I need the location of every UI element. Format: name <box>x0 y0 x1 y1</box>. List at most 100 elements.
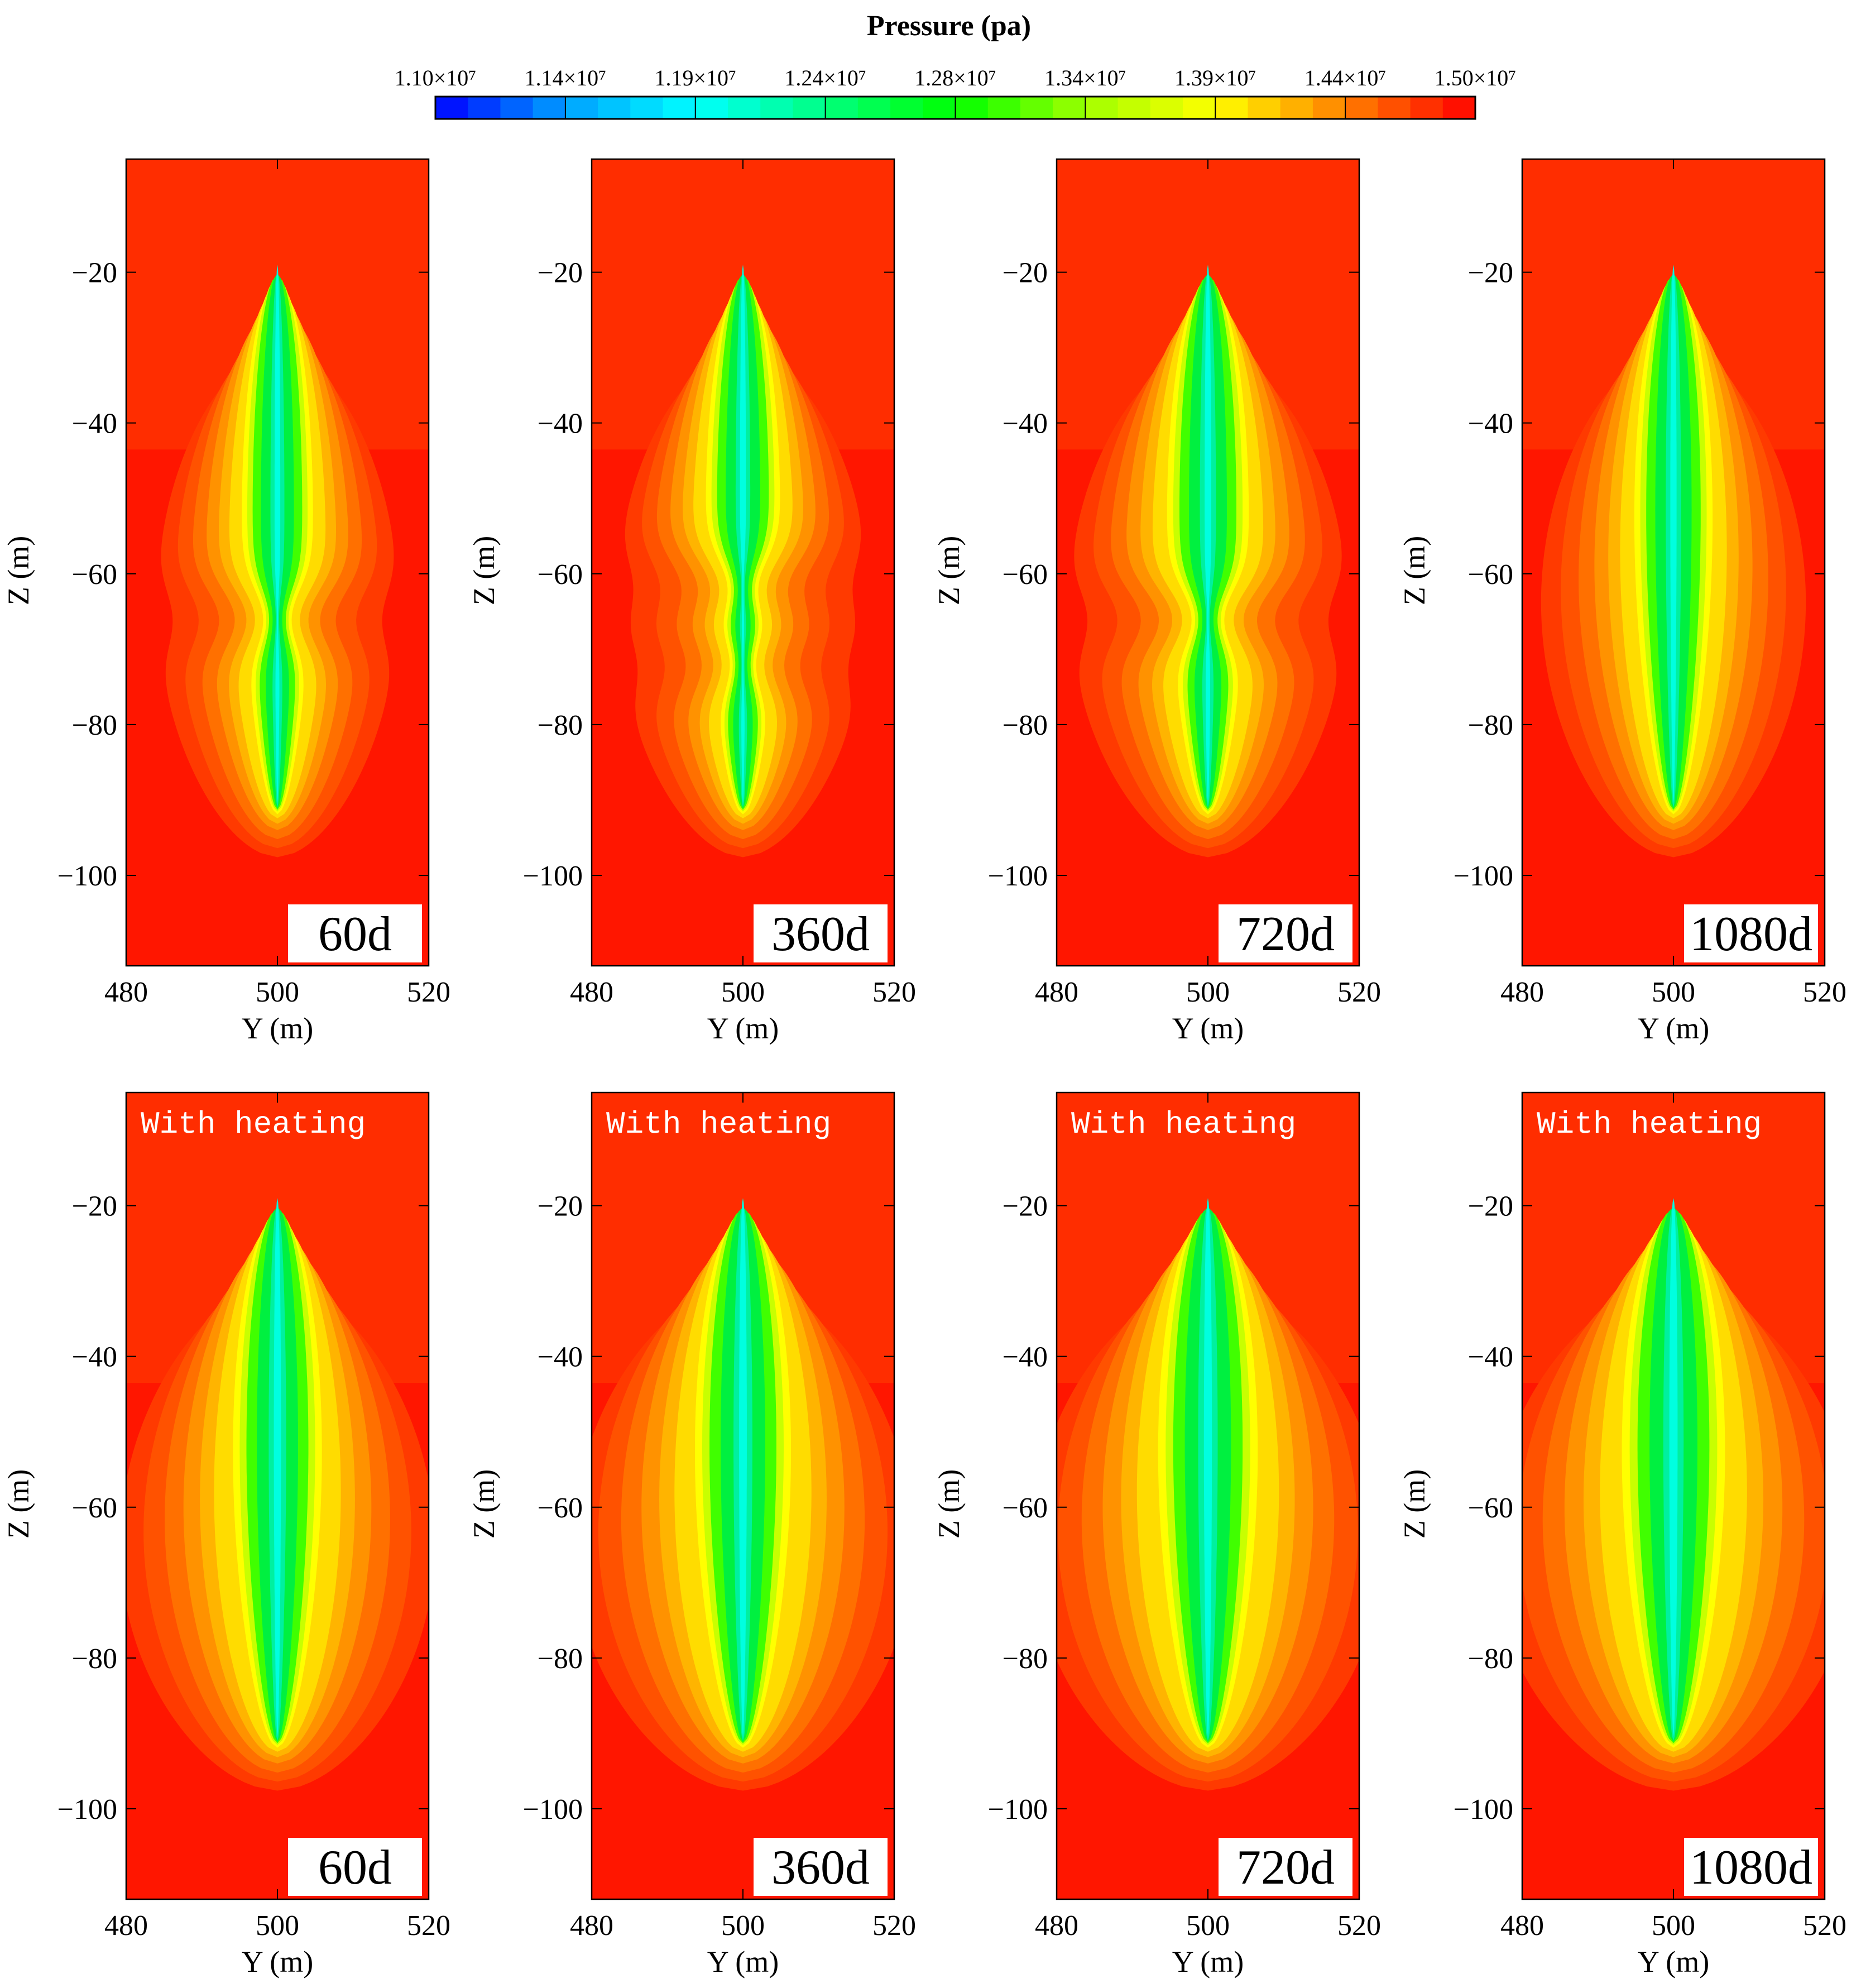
colorbar-block <box>1183 97 1216 119</box>
colorbar-block <box>890 97 923 119</box>
colorbar-tick-label: 1.24×10⁷ <box>784 65 866 90</box>
x-tick-label: 480 <box>570 976 613 1008</box>
y-tick-label: −100 <box>57 860 117 892</box>
x-tick-label: 500 <box>1652 1910 1695 1942</box>
x-tick-label: 520 <box>1803 976 1846 1008</box>
heating-label: With heating <box>606 1106 831 1142</box>
y-tick-label: −80 <box>538 1643 583 1675</box>
pressure-contour-band <box>1670 265 1677 803</box>
x-axis-title: Y (m) <box>1172 1012 1244 1045</box>
colorbar-block <box>1312 97 1346 119</box>
time-label: 360d <box>771 907 870 961</box>
colorbar-block <box>1215 97 1249 119</box>
colorbar-block <box>1248 97 1281 119</box>
pressure-contour-band <box>1669 1198 1678 1737</box>
x-tick-label: 500 <box>721 976 765 1008</box>
colorbar-block <box>1378 97 1411 119</box>
x-tick-label: 500 <box>1186 1910 1230 1942</box>
x-tick-label: 500 <box>721 1910 765 1942</box>
time-label: 60d <box>318 1841 392 1895</box>
x-tick-label: 520 <box>407 1910 450 1942</box>
y-tick-label: −40 <box>1003 408 1048 440</box>
colorbar-tick-label: 1.39×10⁷ <box>1174 65 1256 90</box>
y-tick-label: −60 <box>1003 1492 1048 1524</box>
y-tick-label: −100 <box>523 860 583 892</box>
y-tick-label: −80 <box>538 710 583 741</box>
colorbar-block <box>533 97 566 119</box>
colorbar-block <box>468 97 501 119</box>
colorbar-block <box>825 97 858 119</box>
y-tick-label: −60 <box>1003 559 1048 591</box>
panel-grid: 480 500 520 −20 −40 −60 −80 −100 Y (m) Z (m) 60d 48… <box>2 158 1846 1979</box>
pressure-field <box>126 1093 429 1899</box>
time-label: 60d <box>318 907 392 961</box>
plume-panel: 480 500 520 −20 −40 −60 −80 −100 Y (m) Z (m) 360d <box>467 158 916 1045</box>
x-tick-label: 500 <box>1186 976 1230 1008</box>
y-axis-title: Z (m) <box>2 1469 35 1539</box>
y-tick-label: −80 <box>1468 710 1513 741</box>
colorbar-block <box>435 97 468 119</box>
plume-panel: 480 500 520 −20 −40 −60 −80 −100 Y (m) Z (m) 360d W… <box>467 1091 916 1979</box>
y-axis-title: Z (m) <box>2 536 35 605</box>
pressure-field <box>126 159 429 966</box>
pressure-contour-band <box>1203 1198 1212 1737</box>
colorbar-tick-label: 1.19×10⁷ <box>654 65 736 90</box>
pressure-field <box>592 159 894 966</box>
time-label-box <box>1219 1838 1352 1896</box>
pressure-field <box>592 1093 894 1899</box>
colorbar-tick-label: 1.50×10⁷ <box>1435 65 1517 90</box>
colorbar-tick-label: 1.44×10⁷ <box>1304 65 1387 90</box>
y-tick-label: −40 <box>1468 1342 1513 1373</box>
x-tick-label: 520 <box>1337 976 1381 1008</box>
time-label-box <box>1684 1838 1818 1896</box>
colorbar-block <box>1280 97 1313 119</box>
y-tick-label: −80 <box>72 1643 117 1675</box>
heating-label: With heating <box>141 1106 366 1142</box>
y-tick-label: −40 <box>1003 1342 1048 1373</box>
colorbar-block <box>923 97 956 119</box>
y-tick-label: −80 <box>72 710 117 741</box>
plume-panel: 480 500 520 −20 −40 −60 −80 −100 Y (m) Z (m) 720d W… <box>932 1091 1381 1979</box>
x-axis-title: Y (m) <box>707 1012 779 1045</box>
colorbar: Pressure (pa) 1.10×10⁷ 1.14×10⁷ 1.19×10⁷ 1.… <box>395 10 1517 120</box>
y-tick-label: −20 <box>1003 257 1048 289</box>
pressure-contour-band <box>739 1198 747 1737</box>
pressure-contour-band <box>1205 265 1211 803</box>
pressure-field <box>1522 1093 1825 1899</box>
colorbar-block <box>1345 97 1378 119</box>
colorbar-block <box>987 97 1021 119</box>
y-tick-label: −100 <box>523 1794 583 1826</box>
colorbar-bar <box>434 95 1476 120</box>
x-tick-label: 480 <box>104 976 148 1008</box>
y-axis-title: Z (m) <box>1398 1469 1431 1539</box>
y-axis-title: Z (m) <box>932 536 966 605</box>
pressure-field <box>1057 159 1359 966</box>
y-tick-label: −80 <box>1468 1643 1513 1675</box>
time-label-box <box>288 904 422 962</box>
y-tick-label: −100 <box>988 860 1048 892</box>
colorbar-block <box>1410 97 1443 119</box>
x-axis-title: Y (m) <box>1172 1945 1244 1979</box>
y-tick-label: −60 <box>538 559 583 591</box>
time-label-box <box>1684 904 1818 962</box>
y-tick-label: −20 <box>538 1191 583 1223</box>
colorbar-block <box>1442 97 1476 119</box>
y-tick-label: −60 <box>538 1492 583 1524</box>
colorbar-tick-label: 1.14×10⁷ <box>525 65 607 90</box>
x-axis-title: Y (m) <box>1638 1945 1709 1979</box>
y-tick-label: −20 <box>538 257 583 289</box>
x-tick-label: 500 <box>1652 976 1695 1008</box>
y-tick-label: −20 <box>72 257 117 289</box>
y-axis-title: Z (m) <box>467 536 501 605</box>
plume-panel: 480 500 520 −20 −40 −60 −80 −100 Y (m) Z (m) 1080d <box>1398 158 1846 1045</box>
pressure-contour-band <box>274 265 281 803</box>
colorbar-block <box>1053 97 1086 119</box>
colorbar-block <box>630 97 664 119</box>
time-label: 1080d <box>1690 1841 1812 1895</box>
y-axis-title: Z (m) <box>1398 536 1431 605</box>
y-tick-label: −40 <box>538 1342 583 1373</box>
heating-label: With heating <box>1071 1106 1296 1142</box>
y-tick-label: −40 <box>72 1342 117 1373</box>
y-tick-label: −40 <box>1468 408 1513 440</box>
y-tick-label: −100 <box>1454 860 1513 892</box>
